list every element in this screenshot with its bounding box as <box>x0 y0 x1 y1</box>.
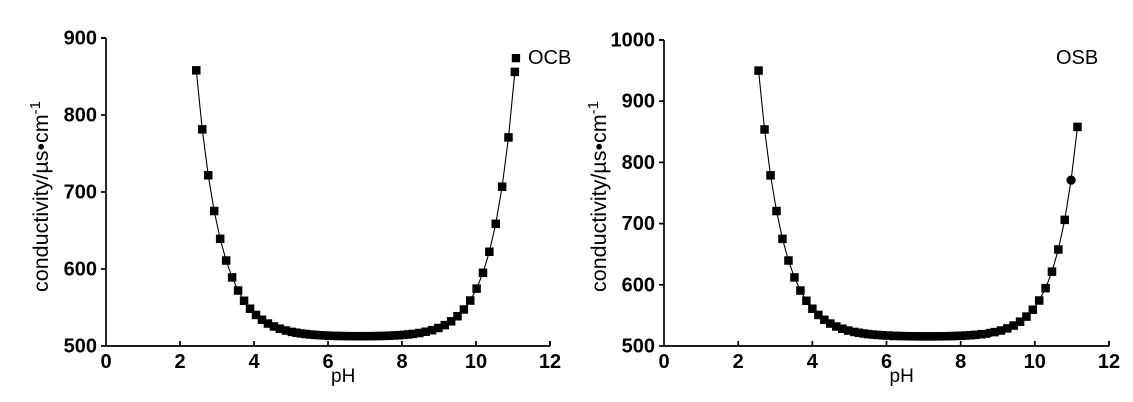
svg-text:conductivity/µs•cm-1: conductivity/µs•cm-1 <box>27 101 54 292</box>
svg-text:10: 10 <box>465 351 487 373</box>
svg-text:10: 10 <box>1024 351 1046 373</box>
svg-text:2: 2 <box>733 351 744 373</box>
svg-text:600: 600 <box>64 259 97 281</box>
svg-text:4: 4 <box>807 351 819 373</box>
svg-text:1000: 1000 <box>611 30 656 52</box>
svg-text:500: 500 <box>622 336 655 358</box>
svg-text:700: 700 <box>622 213 655 235</box>
svg-text:500: 500 <box>64 336 97 358</box>
svg-text:600: 600 <box>622 274 655 296</box>
svg-text:4: 4 <box>248 351 260 373</box>
svg-text:pH: pH <box>331 366 355 387</box>
svg-text:8: 8 <box>396 351 407 373</box>
svg-text:12: 12 <box>539 351 561 373</box>
svg-text:900: 900 <box>622 91 655 113</box>
svg-text:conductivity/µs•cm-1: conductivity/µs•cm-1 <box>585 101 612 292</box>
svg-text:8: 8 <box>955 351 966 373</box>
svg-text:800: 800 <box>64 105 97 127</box>
svg-text:OSB: OSB <box>1056 47 1098 69</box>
svg-text:800: 800 <box>622 152 655 174</box>
svg-text:2: 2 <box>174 351 185 373</box>
svg-text:pH: pH <box>890 366 914 387</box>
svg-text:0: 0 <box>100 351 111 373</box>
svg-text:OCB: OCB <box>528 47 571 69</box>
svg-text:0: 0 <box>658 351 669 373</box>
svg-text:700: 700 <box>64 182 97 204</box>
svg-text:12: 12 <box>1098 351 1120 373</box>
svg-text:900: 900 <box>64 28 97 50</box>
